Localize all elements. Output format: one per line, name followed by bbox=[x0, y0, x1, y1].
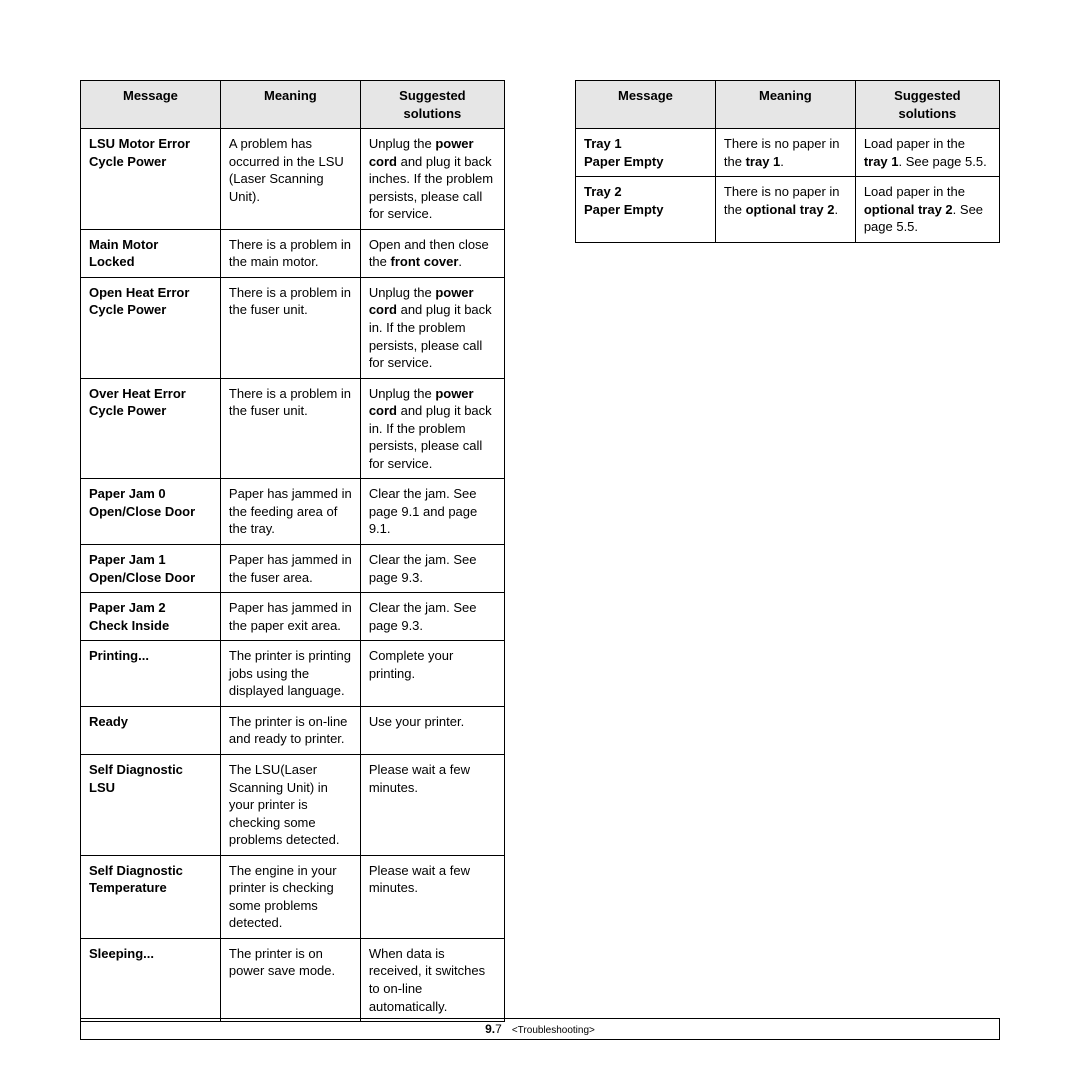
cell-meaning: There is a problem in the fuser unit. bbox=[220, 378, 360, 479]
cell-meaning: There is no paper in the tray 1. bbox=[715, 129, 855, 177]
footer-page: 7 bbox=[495, 1022, 502, 1036]
cell-solution: Complete your printing. bbox=[360, 641, 504, 707]
table-row: Open Heat ErrorCycle PowerThere is a pro… bbox=[81, 277, 505, 378]
cell-meaning: The LSU(Laser Scanning Unit) in your pri… bbox=[220, 754, 360, 855]
cell-message: Sleeping... bbox=[81, 938, 221, 1021]
cell-message: Printing... bbox=[81, 641, 221, 707]
cell-solution: Unplug the power cord and plug it back i… bbox=[360, 129, 504, 230]
header-message: Message bbox=[576, 81, 716, 129]
header-solution: Suggested solutions bbox=[360, 81, 504, 129]
cell-message: LSU Motor ErrorCycle Power bbox=[81, 129, 221, 230]
cell-message: Main MotorLocked bbox=[81, 229, 221, 277]
header-message: Message bbox=[81, 81, 221, 129]
cell-solution: Clear the jam. See page 9.3. bbox=[360, 593, 504, 641]
footer-chapter: 9. bbox=[485, 1022, 495, 1036]
cell-message: Over Heat ErrorCycle Power bbox=[81, 378, 221, 479]
page-footer: 9.7 <Troubleshooting> bbox=[80, 1018, 1000, 1040]
table-row: Over Heat ErrorCycle PowerThere is a pro… bbox=[81, 378, 505, 479]
cell-message: Paper Jam 1Open/Close Door bbox=[81, 545, 221, 593]
cell-solution: Load paper in the optional tray 2. See p… bbox=[855, 177, 999, 243]
table-row: Paper Jam 1Open/Close DoorPaper has jamm… bbox=[81, 545, 505, 593]
cell-solution: Clear the jam. See page 9.1 and page 9.1… bbox=[360, 479, 504, 545]
cell-message: Ready bbox=[81, 706, 221, 754]
cell-message: Self DiagnosticTemperature bbox=[81, 855, 221, 938]
header-meaning: Meaning bbox=[715, 81, 855, 129]
cell-solution: Please wait a few minutes. bbox=[360, 855, 504, 938]
cell-message: Self DiagnosticLSU bbox=[81, 754, 221, 855]
cell-solution: Unplug the power cord and plug it back i… bbox=[360, 277, 504, 378]
table-row: Main MotorLockedThere is a problem in th… bbox=[81, 229, 505, 277]
cell-meaning: There is a problem in the main motor. bbox=[220, 229, 360, 277]
cell-meaning: There is no paper in the optional tray 2… bbox=[715, 177, 855, 243]
table-row: Paper Jam 2Check InsidePaper has jammed … bbox=[81, 593, 505, 641]
cell-message: Open Heat ErrorCycle Power bbox=[81, 277, 221, 378]
cell-meaning: Paper has jammed in the fuser area. bbox=[220, 545, 360, 593]
cell-solution: Clear the jam. See page 9.3. bbox=[360, 545, 504, 593]
table-row: ReadyThe printer is on-line and ready to… bbox=[81, 706, 505, 754]
header-meaning: Meaning bbox=[220, 81, 360, 129]
cell-message: Paper Jam 0Open/Close Door bbox=[81, 479, 221, 545]
cell-message: Tray 2Paper Empty bbox=[576, 177, 716, 243]
troubleshooting-table-left: Message Meaning Suggested solutions LSU … bbox=[80, 80, 505, 1022]
cell-solution: Load paper in the tray 1. See page 5.5. bbox=[855, 129, 999, 177]
table-row: Printing...The printer is printing jobs … bbox=[81, 641, 505, 707]
table-row: Self DiagnosticTemperatureThe engine in … bbox=[81, 855, 505, 938]
page-content: Message Meaning Suggested solutions LSU … bbox=[0, 0, 1080, 1022]
troubleshooting-table-right: Message Meaning Suggested solutions Tray… bbox=[575, 80, 1000, 243]
cell-solution: Unplug the power cord and plug it back i… bbox=[360, 378, 504, 479]
cell-meaning: Paper has jammed in the feeding area of … bbox=[220, 479, 360, 545]
header-solution: Suggested solutions bbox=[855, 81, 999, 129]
cell-message: Tray 1Paper Empty bbox=[576, 129, 716, 177]
table-row: Tray 2Paper EmptyThere is no paper in th… bbox=[576, 177, 1000, 243]
cell-message: Paper Jam 2Check Inside bbox=[81, 593, 221, 641]
left-column: Message Meaning Suggested solutions LSU … bbox=[80, 80, 505, 1022]
table-row: Self DiagnosticLSUThe LSU(Laser Scanning… bbox=[81, 754, 505, 855]
cell-solution: Please wait a few minutes. bbox=[360, 754, 504, 855]
table-row: Paper Jam 0Open/Close DoorPaper has jamm… bbox=[81, 479, 505, 545]
right-column: Message Meaning Suggested solutions Tray… bbox=[575, 80, 1000, 1022]
table-row: LSU Motor ErrorCycle PowerA problem has … bbox=[81, 129, 505, 230]
cell-solution: When data is received, it switches to on… bbox=[360, 938, 504, 1021]
cell-meaning: The engine in your printer is checking s… bbox=[220, 855, 360, 938]
cell-solution: Use your printer. bbox=[360, 706, 504, 754]
footer-section: <Troubleshooting> bbox=[512, 1025, 595, 1036]
cell-meaning: The printer is printing jobs using the d… bbox=[220, 641, 360, 707]
cell-meaning: A problem has occurred in the LSU (Laser… bbox=[220, 129, 360, 230]
cell-meaning: The printer is on-line and ready to prin… bbox=[220, 706, 360, 754]
table-row: Tray 1Paper EmptyThere is no paper in th… bbox=[576, 129, 1000, 177]
cell-meaning: The printer is on power save mode. bbox=[220, 938, 360, 1021]
cell-meaning: There is a problem in the fuser unit. bbox=[220, 277, 360, 378]
cell-meaning: Paper has jammed in the paper exit area. bbox=[220, 593, 360, 641]
table-row: Sleeping...The printer is on power save … bbox=[81, 938, 505, 1021]
table-header-row: Message Meaning Suggested solutions bbox=[576, 81, 1000, 129]
table-header-row: Message Meaning Suggested solutions bbox=[81, 81, 505, 129]
cell-solution: Open and then close the front cover. bbox=[360, 229, 504, 277]
